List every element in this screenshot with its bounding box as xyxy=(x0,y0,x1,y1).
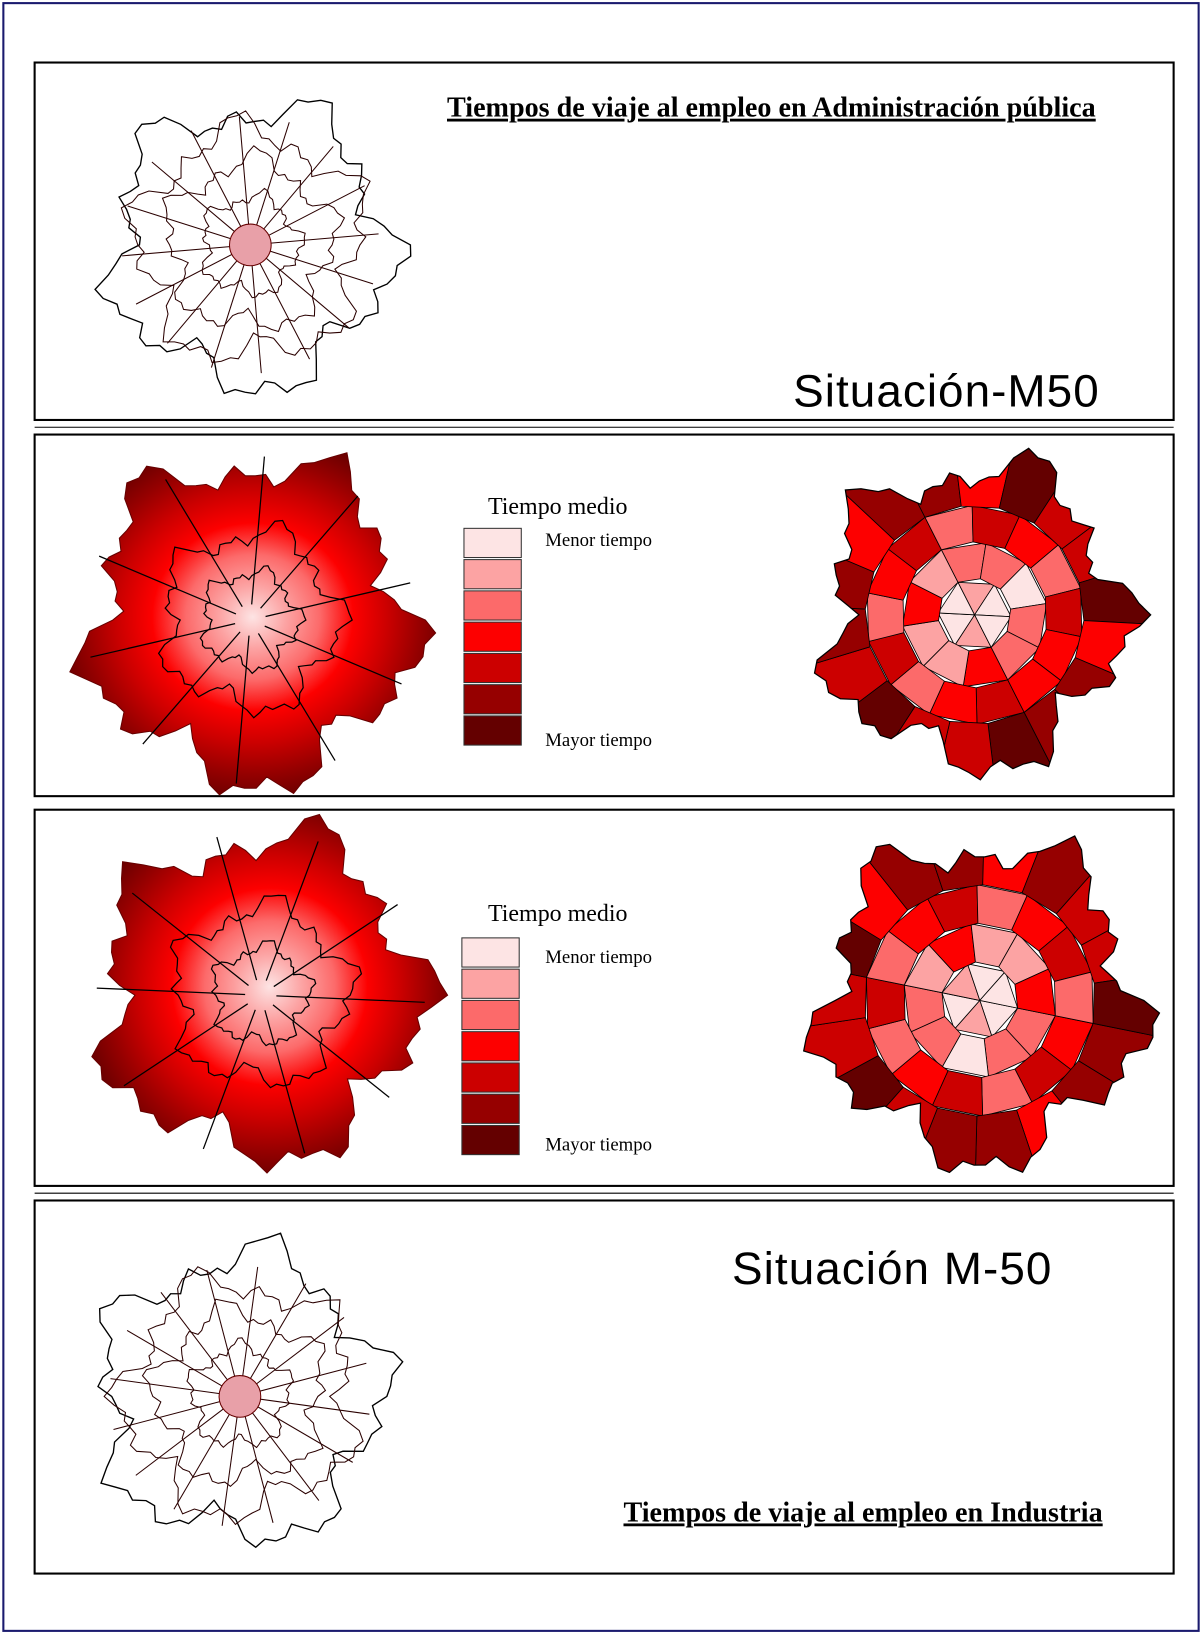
panel-title: Tiempos de viaje al empleo en Industria xyxy=(623,1497,1102,1528)
page: Tiempos de viaje al empleo en Administra… xyxy=(0,0,1202,1634)
scenario-label: Situación-M50 xyxy=(793,364,1100,416)
legend-swatch xyxy=(464,653,521,682)
legend-swatch xyxy=(464,591,521,620)
legend-swatch xyxy=(464,528,521,557)
legend-swatch xyxy=(462,1063,519,1092)
legend-swatch xyxy=(464,716,521,745)
legend-label: Menor tiempo xyxy=(545,530,652,551)
legend-label: Mayor tiempo xyxy=(545,1134,652,1155)
zone xyxy=(866,977,905,1028)
zone xyxy=(1055,972,1094,1023)
scenario-label: Situación M-50 xyxy=(732,1242,1052,1294)
legend-title: Tiempo medio xyxy=(488,494,628,520)
legend-swatch xyxy=(462,938,519,967)
legend-swatch xyxy=(462,1125,519,1154)
legend-label: Menor tiempo xyxy=(545,947,652,968)
legend-swatch xyxy=(464,685,521,714)
zone xyxy=(1045,588,1081,637)
legend-swatch xyxy=(462,969,519,998)
legend-swatch xyxy=(462,1094,519,1123)
legend-title: Tiempo medio xyxy=(488,901,628,927)
page-border xyxy=(3,3,1198,1631)
zone xyxy=(867,593,903,642)
legend-swatch xyxy=(464,560,521,589)
urban-core xyxy=(219,1376,261,1418)
legend-swatch xyxy=(462,1032,519,1061)
legend-label: Mayor tiempo xyxy=(545,730,652,751)
legend-swatch xyxy=(464,622,521,651)
legend-swatch xyxy=(462,1000,519,1029)
panel-title: Tiempos de viaje al empleo en Administra… xyxy=(447,93,1096,124)
urban-core xyxy=(229,224,271,266)
